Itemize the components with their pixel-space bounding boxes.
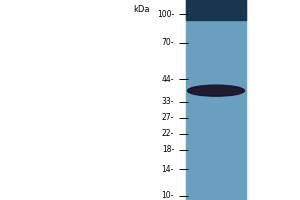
Text: kDa: kDa xyxy=(134,5,150,14)
Text: 10-: 10- xyxy=(162,191,174,200)
Text: 44-: 44- xyxy=(161,75,174,84)
Text: 70-: 70- xyxy=(161,38,174,47)
Bar xyxy=(186,0,246,200)
Text: 33-: 33- xyxy=(161,97,174,106)
Text: 22-: 22- xyxy=(162,129,174,138)
Text: 27-: 27- xyxy=(162,113,174,122)
Text: 14-: 14- xyxy=(162,165,174,174)
Bar xyxy=(186,0,246,20)
Ellipse shape xyxy=(188,85,244,96)
Text: 18-: 18- xyxy=(162,145,174,154)
Text: 100-: 100- xyxy=(157,10,174,19)
